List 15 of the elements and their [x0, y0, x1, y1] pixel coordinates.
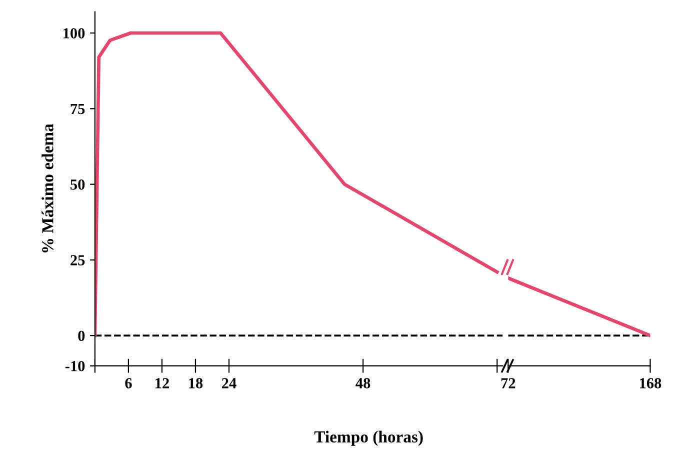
x-tick-label: 24: [222, 378, 236, 388]
y-tick-label: 75: [70, 104, 85, 114]
x-tick-label: 48: [356, 378, 370, 388]
x-tick-label: 72: [501, 378, 516, 388]
y-tick-label: 50: [70, 179, 85, 190]
y-tick-label: 100: [64, 28, 85, 38]
y-axis-title: % Máximo edema: [42, 124, 54, 252]
x-axis-title: Tiempo (horas): [314, 430, 423, 446]
y-tick-label: 0: [78, 330, 85, 342]
x-tick-label: 18: [189, 378, 203, 388]
x-tick-label: 6: [125, 378, 132, 388]
x-tick-label: 168: [640, 378, 662, 388]
x-tick-label: 12: [156, 378, 169, 388]
y-tick-label: 25: [70, 255, 85, 266]
y-tick-label: -10: [65, 360, 85, 372]
